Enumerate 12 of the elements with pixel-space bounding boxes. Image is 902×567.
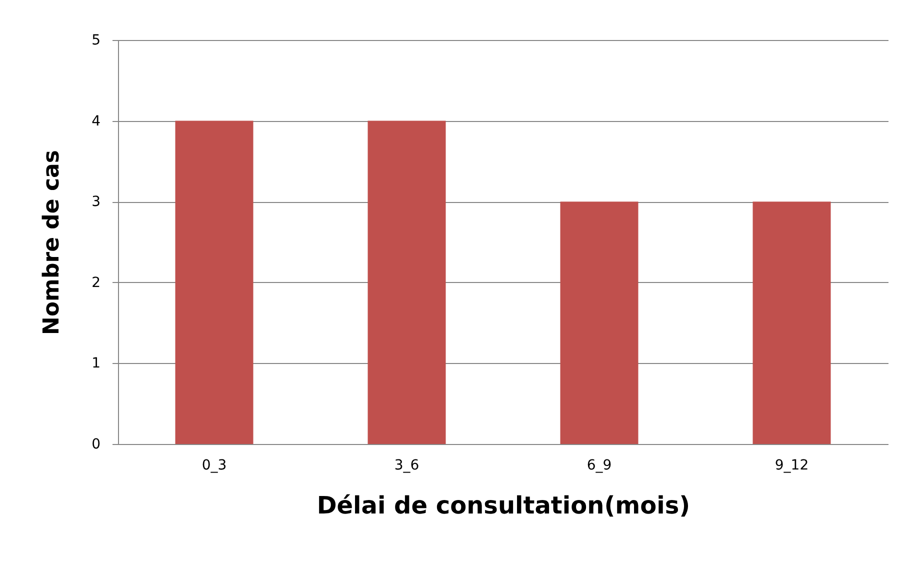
y-tick-label: 1 [92,356,100,372]
x-tick-label: 0_3 [202,458,227,474]
x-axis-title: Délai de consultation(mois) [316,492,690,520]
y-tick-label: 0 [92,436,100,452]
x-tick-label: 9_12 [774,458,809,474]
y-tick-label: 5 [92,32,100,48]
y-tick-label: 2 [92,274,100,291]
x-tick-label: 3_6 [394,458,420,474]
y-tick-label: 3 [92,194,100,210]
y-axis-title: Nombre de cas [40,150,65,335]
y-tick-label: 4 [92,113,101,130]
x-tick-label: 6_9 [586,458,612,474]
